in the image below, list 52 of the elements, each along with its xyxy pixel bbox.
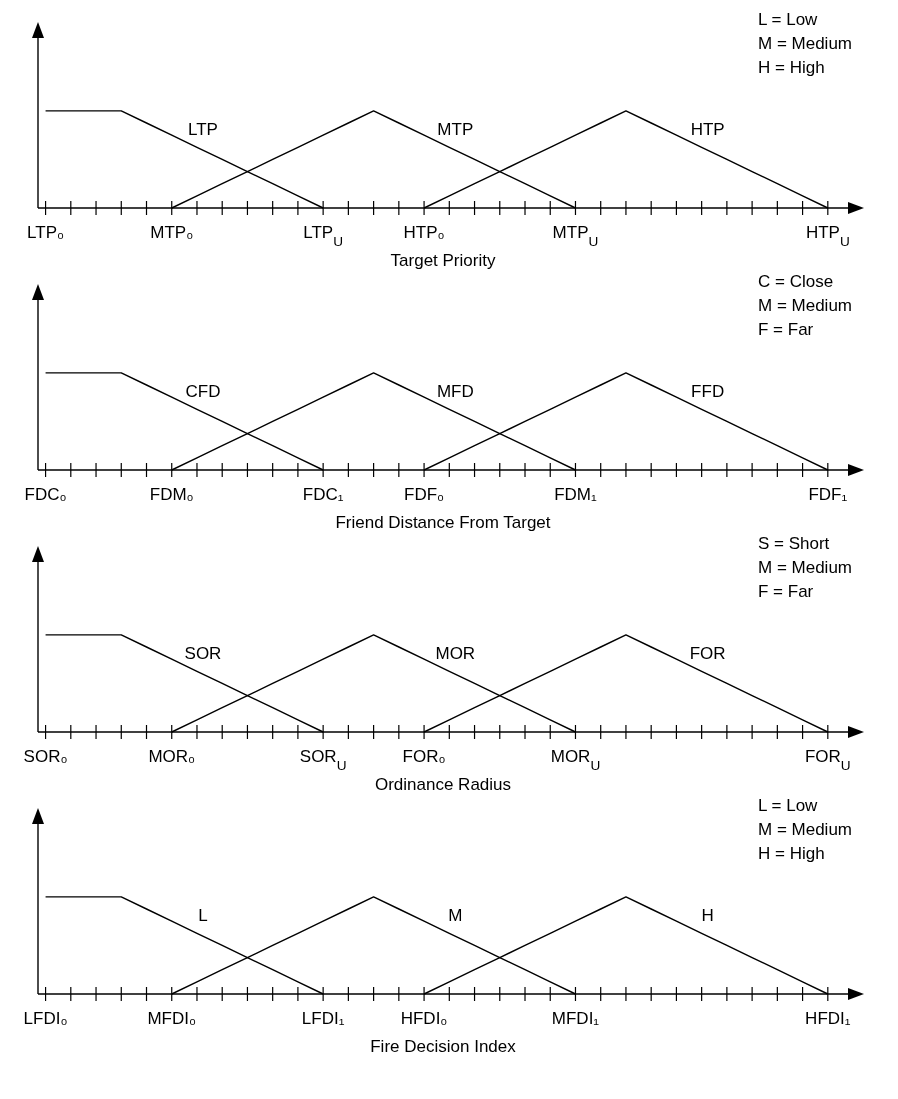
x-tick-label: SOR$_{U}$ (299, 747, 347, 773)
text: F = Far (758, 581, 815, 603)
x-axis-title: Ordinance Radius (374, 775, 512, 794)
x-tick-label: MFDI₁ (551, 1009, 600, 1028)
series-label: HTP (690, 120, 725, 140)
x-tick-label: MOR₀ (148, 747, 196, 766)
x-tick-label: HFDI₀ (400, 1009, 448, 1028)
text: L = Low (758, 9, 819, 31)
x-tick-label: MFDI₀ (147, 1009, 197, 1028)
x-tick-label: FDC₀ (24, 485, 67, 504)
series-label: M (448, 906, 463, 926)
x-tick-label: MTP$_{U}$ (552, 223, 599, 249)
series-label: CFD (185, 382, 221, 402)
x-axis-title: Target Priority (390, 251, 496, 270)
text: C = Close (758, 271, 835, 293)
series-label: L (198, 906, 208, 926)
x-tick-label: FDF₀ (404, 485, 445, 504)
text: M = Medium (758, 819, 852, 841)
x-tick-label: LTP$_{U}$ (303, 223, 344, 249)
x-tick-label: MTP₀ (150, 223, 194, 242)
x-tick-label: HTP₀ (403, 223, 445, 242)
text: M = Medium (758, 33, 852, 55)
x-axis-title: Friend Distance From Target (335, 513, 551, 532)
text: L = Low (758, 795, 819, 817)
text: M = Medium (758, 557, 852, 579)
series-label: MTP (437, 120, 474, 140)
series-label: MOR (435, 644, 476, 664)
x-tick-label: FDM₁ (554, 485, 598, 504)
x-tick-label: HFDI₁ (805, 1009, 851, 1028)
x-tick-label: LTP₀ (27, 223, 65, 242)
text: H = High (758, 843, 826, 865)
text: M = Medium (758, 295, 852, 317)
text: F = Far (758, 319, 815, 341)
x-tick-label: LFDI₀ (23, 1009, 68, 1028)
x-tick-label: HTP$_{U}$ (805, 223, 850, 249)
x-tick-label: SOR₀ (23, 747, 68, 766)
x-tick-label: FDF₁ (808, 485, 848, 504)
x-tick-label: FOR$_{U}$ (804, 747, 851, 773)
series-label: FOR (689, 644, 726, 664)
series-label: MFD (436, 382, 474, 402)
series-label: FFD (691, 382, 725, 402)
series-label: H (701, 906, 714, 926)
x-tick-label: FDC₁ (302, 485, 344, 504)
text: H = High (758, 57, 826, 79)
text: S = Short (758, 533, 831, 555)
x-tick-label: LFDI₁ (301, 1009, 345, 1028)
x-tick-label: MOR$_{U}$ (550, 747, 601, 773)
x-tick-label: FOR₀ (402, 747, 446, 766)
series-label: SOR (184, 644, 222, 664)
x-tick-label: FDM₀ (149, 485, 194, 504)
series-label: LTP (188, 120, 218, 140)
x-axis-title: Fire Decision Index (370, 1037, 517, 1056)
